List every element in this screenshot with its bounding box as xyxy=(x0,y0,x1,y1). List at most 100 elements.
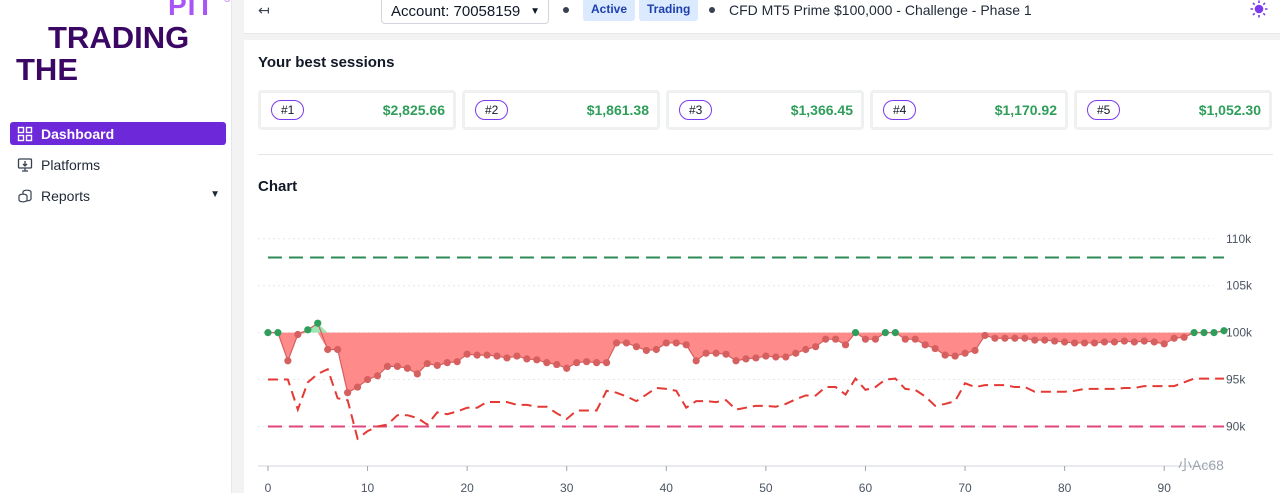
best-sessions-title: Your best sessions xyxy=(258,54,395,71)
sidebar-item-platforms[interactable]: Platforms xyxy=(10,153,226,176)
balance-point xyxy=(682,341,690,349)
balance-point xyxy=(383,362,392,370)
session-amount: $1,366.45 xyxy=(790,102,853,118)
balance-point xyxy=(513,352,521,360)
chevron-down-icon: ▼ xyxy=(530,6,540,17)
sidebar-item-label: Dashboard xyxy=(41,125,115,142)
balance-point xyxy=(841,341,850,349)
balance-point xyxy=(294,330,302,339)
balance-point xyxy=(573,359,581,367)
logo-trading: TRADING xyxy=(48,20,190,55)
balance-point xyxy=(951,352,959,360)
balance-point xyxy=(1130,338,1138,346)
sidebar-item-label: Reports xyxy=(41,187,91,204)
balance-point xyxy=(563,364,571,372)
profit-area xyxy=(267,323,1224,333)
balance-point xyxy=(533,356,541,364)
dashboard-icon xyxy=(16,126,34,142)
x-tick-label: 70 xyxy=(958,481,972,493)
session-rank: #1 xyxy=(271,100,305,120)
session-rank: #5 xyxy=(1087,100,1121,120)
balance-point xyxy=(1200,329,1208,337)
session-amount: $1,170.92 xyxy=(994,102,1057,118)
balance-point xyxy=(1080,339,1089,347)
watermark-text: 小Ac68 xyxy=(1178,457,1224,473)
loss-area xyxy=(267,332,1224,393)
balance-point xyxy=(433,361,441,370)
balance-point xyxy=(324,345,332,354)
balance-point xyxy=(782,353,790,361)
y-tick-label: 110k xyxy=(1226,232,1252,246)
balance-point xyxy=(543,359,551,367)
balance-point xyxy=(1001,334,1009,342)
y-tick-label: 95k xyxy=(1226,373,1246,387)
sidebar-item-dashboard[interactable]: Dashboard xyxy=(10,122,226,145)
balance-point xyxy=(911,335,919,343)
sidebar-item-reports[interactable]: Reports ▼ xyxy=(10,184,226,207)
balance-point xyxy=(453,358,461,366)
collapse-sidebar-icon[interactable]: ↤ xyxy=(258,2,270,18)
separator-dot xyxy=(709,7,715,13)
balance-point xyxy=(931,344,939,353)
balance-point xyxy=(802,345,810,354)
account-description: CFD MT5 Prime $100,000 - Challenge - Pha… xyxy=(729,2,1032,18)
balance-point xyxy=(503,354,511,362)
logo-the: THE xyxy=(16,52,78,87)
x-tick-label: 50 xyxy=(759,481,773,493)
balance-point xyxy=(1120,337,1128,345)
logo-registered-mark: ® xyxy=(224,0,231,4)
y-tick-label: 105k xyxy=(1226,279,1253,293)
balance-point xyxy=(941,351,949,359)
balance-point xyxy=(1110,338,1119,346)
balance-point xyxy=(622,339,631,347)
balance-chart: 90k 95k 100k 105k 110k 0 10 20 30 40 50 60 70 80 90 xyxy=(258,232,1253,493)
session-rank: #3 xyxy=(679,100,713,120)
sidebar: PIT ® TRADING THE Dashboard Platforms Re… xyxy=(0,0,232,493)
balance-point xyxy=(1210,329,1218,337)
balance-point xyxy=(642,346,650,355)
balance-point xyxy=(891,329,899,337)
balance-point xyxy=(991,334,999,342)
balance-point xyxy=(1170,334,1178,342)
chevron-down-icon[interactable]: ▼ xyxy=(210,189,220,200)
balance-point xyxy=(971,346,979,355)
x-tick-label: 20 xyxy=(460,481,474,493)
session-amount: $1,861.38 xyxy=(586,102,649,118)
chart-title: Chart xyxy=(258,178,298,195)
balance-point xyxy=(1190,329,1198,337)
balance-point xyxy=(483,351,491,359)
balance-point xyxy=(1100,338,1109,346)
sun-icon[interactable] xyxy=(1250,0,1268,23)
balance-point xyxy=(1070,339,1079,347)
balance-point xyxy=(652,345,660,354)
balance-point xyxy=(264,329,272,337)
balance-point xyxy=(363,375,372,384)
balance-point xyxy=(403,364,411,372)
balance-point xyxy=(901,335,909,343)
balance-point xyxy=(822,335,830,343)
balance-point xyxy=(1041,336,1049,344)
reports-icon xyxy=(16,188,34,204)
best-sessions-list: #1 $2,825.66 #2 $1,861.38 #3 $1,366.45 #… xyxy=(258,90,1273,132)
balance-point xyxy=(1220,327,1228,335)
balance-point xyxy=(1021,334,1029,342)
balance-point xyxy=(632,343,641,351)
main-content: Your best sessions #1 $2,825.66 #2 $1,86… xyxy=(244,40,1280,493)
balance-point xyxy=(871,335,880,343)
logo[interactable]: PIT ® TRADING THE xyxy=(16,0,231,92)
balance-point xyxy=(772,353,780,361)
balance-point xyxy=(742,355,750,363)
x-tick-label: 80 xyxy=(1058,481,1072,493)
session-card: #1 $2,825.66 xyxy=(258,90,456,130)
balance-point xyxy=(393,362,402,370)
balance-point xyxy=(304,326,312,334)
balance-point xyxy=(752,354,760,362)
session-card: #2 $1,861.38 xyxy=(462,90,660,130)
balance-point xyxy=(553,360,561,369)
balance-point xyxy=(881,329,889,337)
x-tick-label: 60 xyxy=(859,481,873,493)
separator-dot xyxy=(563,7,569,13)
balance-point xyxy=(334,345,342,354)
account-select[interactable]: Account: 70058159 ▼ xyxy=(381,0,549,24)
balance-point xyxy=(1061,338,1069,346)
